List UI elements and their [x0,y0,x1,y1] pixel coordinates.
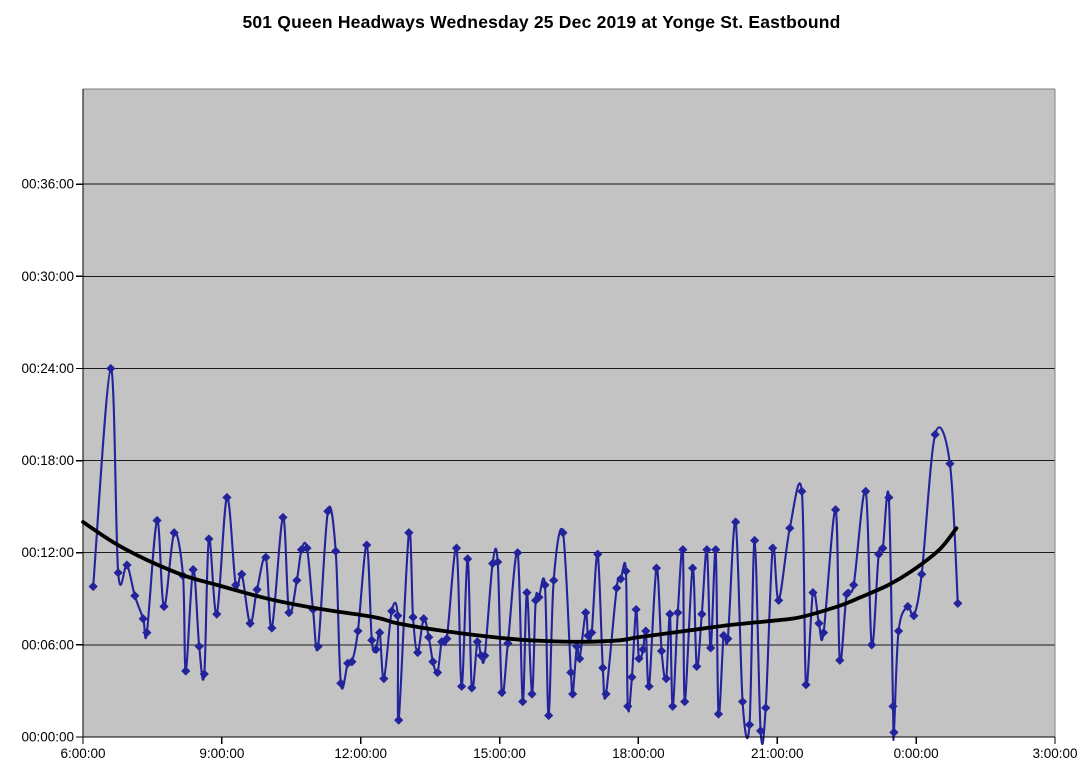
trend-line [81,520,959,644]
y-tick-label: 00:30:00 [21,269,74,284]
x-axis-labels: 6:00:00 9:00:00 12:00:00 15:00:00 18:00:00 21… [60,746,1077,761]
plot-border [83,88,1056,737]
y-tick-label: 00:24:00 [21,361,74,376]
axes [76,89,1056,744]
y-tick-label: 00:00:00 [21,730,74,745]
y-tick-label: 00:36:00 [21,177,74,192]
x-tick-label: 0:00:00 [894,746,939,761]
y-tick-label: 00:06:00 [21,637,74,652]
x-tick-label: 21:00:00 [751,746,804,761]
gridlines [83,183,1055,646]
x-tick-label: 18:00:00 [612,746,665,761]
x-tick-label: 12:00:00 [334,746,387,761]
chart-title: 501 Queen Headways Wednesday 25 Dec 2019… [242,12,841,32]
x-tick-label: 6:00:00 [60,746,105,761]
y-tick-label: 00:12:00 [21,545,74,560]
y-axis-labels: 00:00:00 00:06:00 00:12:00 00:18:00 00:24:00… [21,177,74,745]
x-tick-label: 9:00:00 [199,746,244,761]
x-tick-label: 15:00:00 [473,746,526,761]
y-tick-label: 00:18:00 [21,453,74,468]
x-tick-label: 3:00:00 [1032,746,1077,761]
